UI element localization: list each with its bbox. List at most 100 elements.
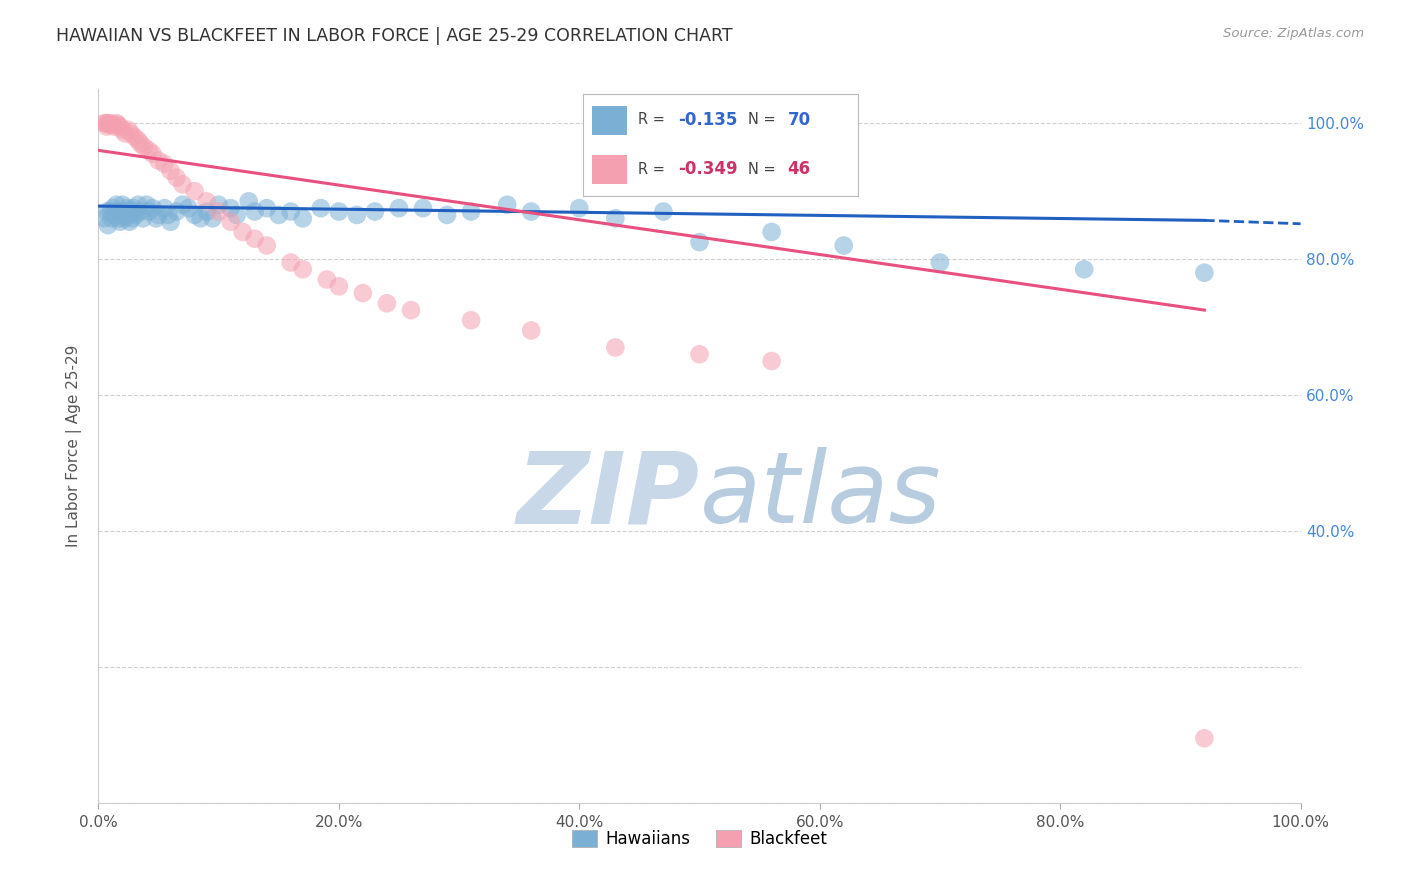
Point [100, 204, 122, 219]
Point [496, 198, 519, 212]
Point [115, 204, 138, 219]
Point [243, 204, 266, 219]
Text: N =: N = [748, 161, 780, 177]
Point [328, 204, 350, 219]
Point [153, 201, 176, 215]
Point [96, 120, 118, 134]
Point [346, 208, 368, 222]
Point [256, 238, 278, 252]
Point [93, 116, 115, 130]
Point [520, 323, 543, 337]
Point [141, 201, 163, 215]
Point [1194, 731, 1216, 746]
Point [166, 170, 188, 185]
Point [114, 211, 136, 226]
Point [375, 296, 398, 310]
Text: Source: ZipAtlas.com: Source: ZipAtlas.com [1223, 27, 1364, 40]
Point [141, 146, 163, 161]
Point [105, 198, 128, 212]
Point [208, 204, 231, 219]
Point [238, 194, 260, 209]
Point [761, 354, 783, 368]
Point [117, 123, 139, 137]
Point [153, 157, 176, 171]
Point [111, 198, 134, 212]
Point [111, 123, 134, 137]
Point [388, 201, 411, 215]
Point [208, 198, 231, 212]
Text: 46: 46 [787, 160, 811, 178]
Point [132, 211, 155, 226]
Point [148, 208, 170, 222]
Point [120, 127, 142, 141]
Point [148, 153, 170, 168]
Point [117, 208, 139, 222]
Point [568, 201, 591, 215]
Point [280, 255, 302, 269]
Point [100, 211, 122, 226]
Point [97, 218, 120, 232]
Point [652, 204, 675, 219]
Text: atlas: atlas [700, 448, 941, 544]
Point [928, 255, 950, 269]
Point [761, 225, 783, 239]
Y-axis label: In Labor Force | Age 25-29: In Labor Force | Age 25-29 [66, 345, 83, 547]
Point [124, 129, 146, 144]
Point [103, 208, 125, 222]
Point [145, 211, 167, 226]
Point [352, 286, 374, 301]
Point [436, 208, 458, 222]
Point [183, 184, 205, 198]
Point [291, 211, 314, 226]
Point [291, 262, 314, 277]
Point [103, 120, 125, 134]
Point [107, 204, 129, 219]
Point [159, 215, 181, 229]
Point [460, 313, 482, 327]
Point [1194, 266, 1216, 280]
Point [138, 204, 160, 219]
Point [117, 201, 139, 215]
Point [605, 341, 627, 355]
Point [98, 118, 121, 132]
Point [101, 118, 124, 132]
Point [605, 211, 627, 226]
Text: -0.349: -0.349 [678, 160, 738, 178]
Point [256, 201, 278, 215]
Point [118, 215, 141, 229]
Point [129, 204, 152, 219]
Point [364, 204, 387, 219]
Legend: Hawaiians, Blackfeet: Hawaiians, Blackfeet [565, 823, 834, 855]
Point [195, 194, 218, 209]
Point [460, 204, 482, 219]
Point [127, 133, 149, 147]
Point [97, 116, 120, 130]
Text: HAWAIIAN VS BLACKFEET IN LABOR FORCE | AGE 25-29 CORRELATION CHART: HAWAIIAN VS BLACKFEET IN LABOR FORCE | A… [56, 27, 733, 45]
Point [101, 201, 124, 215]
Point [159, 163, 181, 178]
Text: ZIP: ZIP [516, 448, 700, 544]
Point [107, 118, 129, 132]
Point [157, 208, 180, 222]
Point [1073, 262, 1095, 277]
Point [108, 215, 131, 229]
Point [124, 204, 146, 219]
Point [122, 201, 145, 215]
Point [201, 211, 224, 226]
Point [328, 279, 350, 293]
Point [399, 303, 422, 318]
Point [832, 238, 855, 252]
Bar [592, 106, 627, 135]
Point [243, 232, 266, 246]
Point [280, 204, 302, 219]
Point [190, 211, 212, 226]
Point [110, 204, 132, 219]
Point [689, 347, 711, 361]
Point [225, 208, 247, 222]
Point [412, 201, 434, 215]
Point [309, 201, 332, 215]
Point [219, 215, 242, 229]
Point [108, 211, 131, 226]
Point [219, 201, 242, 215]
Point [105, 116, 128, 130]
